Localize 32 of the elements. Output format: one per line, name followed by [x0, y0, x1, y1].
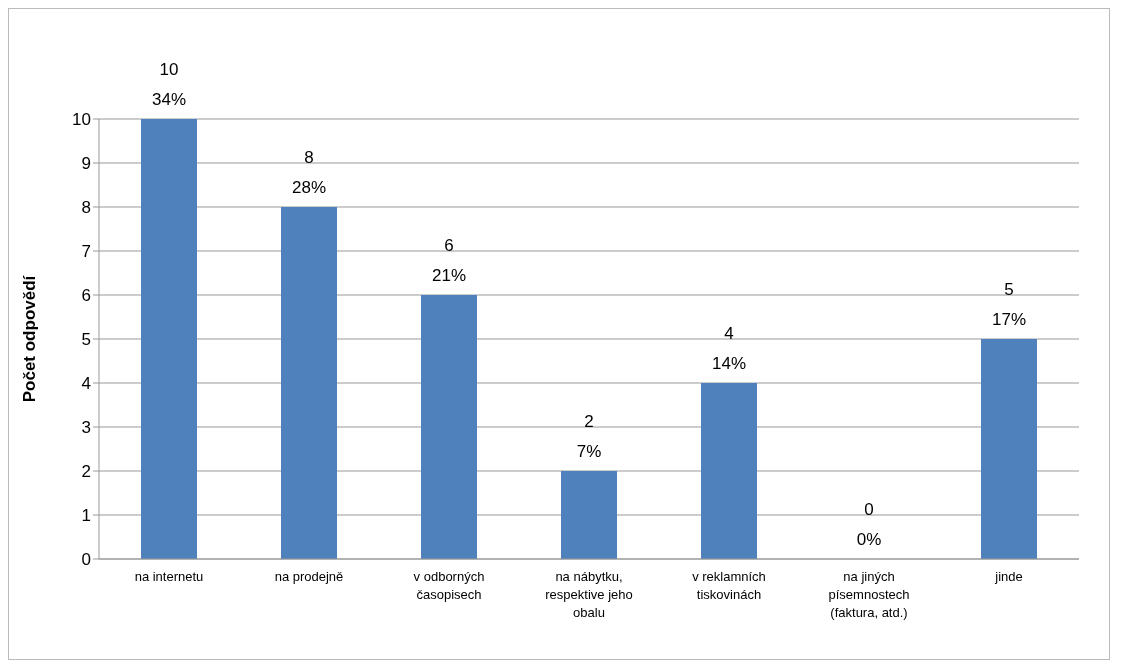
bar: [981, 339, 1037, 559]
bar: [701, 383, 757, 559]
y-axis-title: Počet odpovědí: [20, 274, 40, 403]
x-tick-label: na internetu: [134, 569, 204, 584]
data-label: 4 14%: [711, 324, 747, 373]
data-label: 2 7%: [576, 412, 602, 461]
y-tick-label: 2: [81, 462, 91, 482]
x-tick-label: na nábytku, respektive jeho obalu: [545, 569, 633, 620]
y-tick-label: 0: [81, 550, 91, 570]
y-tick-label: 9: [81, 154, 91, 174]
bar: [561, 471, 617, 559]
data-label: 10 34%: [151, 60, 187, 109]
x-tick-label: na jiných písemnostech (faktura, atd.): [828, 569, 910, 620]
x-tick-label: jinde: [994, 569, 1023, 584]
y-tick-label: 1: [81, 506, 91, 526]
y-tick-label: 7: [81, 242, 91, 262]
data-label: 8 28%: [291, 148, 327, 197]
y-tick-label: 3: [81, 418, 91, 438]
data-label: 6 21%: [431, 236, 467, 285]
x-tick-label: v odborných časopisech: [413, 569, 485, 602]
x-tick-label: na prodejně: [274, 569, 344, 584]
y-tick-label: 8: [81, 198, 91, 218]
data-label: 0 0%: [856, 500, 882, 549]
x-tick-label: v reklamních tiskovinách: [692, 569, 766, 602]
bar: [421, 295, 477, 559]
data-label: 5 17%: [991, 280, 1027, 329]
y-tick-label: 10: [72, 110, 91, 130]
bar: [141, 119, 197, 559]
bar: [281, 207, 337, 559]
y-tick-label: 6: [81, 286, 91, 306]
y-tick-label: 4: [81, 374, 91, 394]
y-tick-label: 5: [81, 330, 91, 350]
